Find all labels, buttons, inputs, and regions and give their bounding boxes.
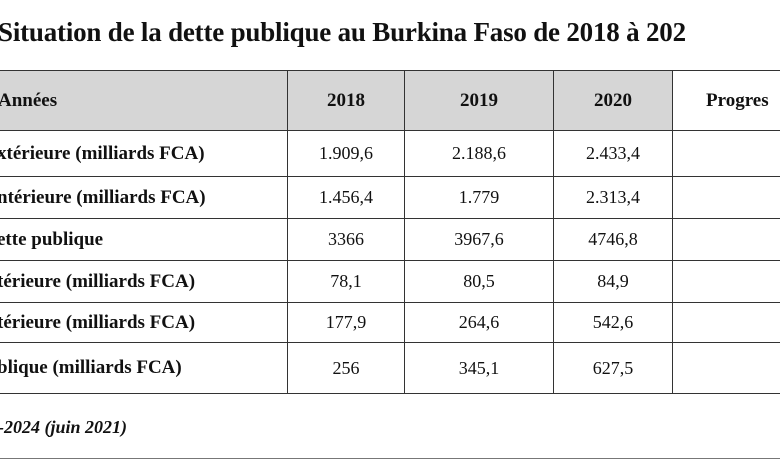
row-label: térieure (milliards FCA) [0, 270, 196, 292]
table-cell: 177,9 [325, 312, 367, 332]
header-row-background [0, 71, 780, 130]
header-cell-2020: 2020 [594, 89, 632, 111]
table-cell: 78,1 [330, 271, 362, 291]
table-cell: 542,6 [592, 312, 634, 332]
header-cell-2019: 2019 [460, 89, 498, 111]
header-cell-progress: Progres [706, 89, 769, 111]
source-note: -2024 (juin 2021) [0, 417, 128, 437]
table-cell: 345,1 [458, 357, 500, 378]
table-cell: 4746,8 [588, 229, 638, 249]
table-cell: 1.779 [458, 187, 500, 207]
table-cell: 3967,6 [454, 229, 504, 249]
table-cell: 3366 [328, 229, 364, 249]
table-cell: 627,5 [592, 357, 634, 378]
row-label: blique (milliards FCA) [0, 357, 182, 378]
row-label: ette publique [0, 228, 104, 250]
table-cell: 2.433,4 [586, 143, 640, 163]
table-cell: 1.456,4 [319, 187, 373, 207]
row-label: ntérieure (milliards FCA) [0, 186, 206, 208]
table-cell: 1.909,6 [319, 143, 373, 163]
row-label: xtérieure (milliards FCA) [0, 142, 205, 164]
header-cell-2018: 2018 [327, 89, 365, 111]
table-cell: 256 [332, 357, 360, 378]
page-title: Situation de la dette publique au Burkin… [0, 17, 686, 47]
table-cell: 264,6 [458, 312, 500, 332]
table-cell: 84,9 [597, 271, 629, 291]
table-cell: 2.188,6 [452, 143, 506, 163]
header-cell-years: Années [0, 89, 58, 111]
table-cell: 80,5 [463, 271, 495, 291]
row-label: térieure (milliards FCA) [0, 311, 196, 333]
table-cell: 2.313,4 [586, 187, 640, 207]
